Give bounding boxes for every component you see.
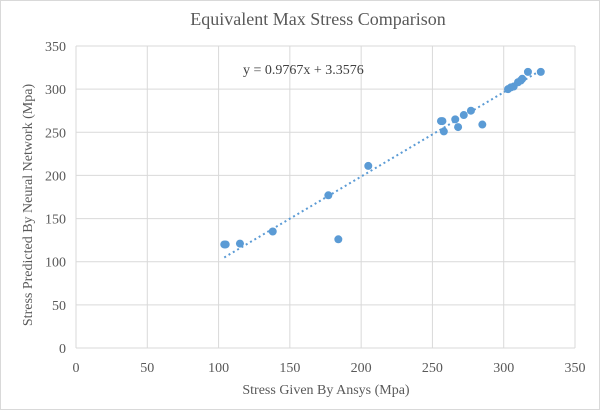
data-point bbox=[438, 117, 447, 126]
data-point bbox=[459, 111, 468, 120]
data-point bbox=[364, 161, 373, 170]
y-tick-label: 350 bbox=[45, 40, 66, 55]
data-points bbox=[220, 67, 545, 249]
gridlines bbox=[75, 45, 576, 349]
x-tick-label: 200 bbox=[351, 361, 372, 376]
x-tick-label: 50 bbox=[140, 361, 154, 376]
data-point bbox=[439, 127, 448, 136]
x-axis-ticks: 0 50 100 150 200 250 300 350 bbox=[73, 361, 586, 376]
x-tick-label: 100 bbox=[208, 361, 229, 376]
trendline-group bbox=[223, 69, 542, 259]
y-tick-label: 300 bbox=[45, 83, 66, 98]
x-tick-label: 300 bbox=[493, 361, 514, 376]
y-axis-ticks: 0 50 100 150 200 250 300 350 bbox=[45, 40, 66, 357]
x-axis-title: Stress Given By Ansys (Mpa) bbox=[242, 383, 410, 398]
trendline bbox=[223, 69, 542, 259]
y-tick-label: 100 bbox=[45, 256, 66, 271]
x-tick-label: 350 bbox=[565, 361, 586, 376]
trendline-equation: y = 0.9767x + 3.3576 bbox=[243, 63, 364, 78]
data-point bbox=[466, 106, 475, 115]
y-tick-label: 200 bbox=[45, 169, 66, 184]
y-tick-label: 250 bbox=[45, 126, 66, 141]
data-point bbox=[523, 67, 532, 76]
chart-title: Equivalent Max Stress Comparison bbox=[190, 9, 445, 29]
x-tick-label: 150 bbox=[279, 361, 300, 376]
y-tick-label: 0 bbox=[59, 342, 66, 357]
y-axis-title: Stress Predicted By Neural Network (Mpa) bbox=[21, 84, 36, 327]
data-point bbox=[536, 67, 545, 76]
data-point bbox=[454, 123, 463, 132]
data-point bbox=[451, 115, 460, 124]
data-point bbox=[268, 227, 277, 236]
y-tick-label: 50 bbox=[52, 299, 66, 314]
x-tick-label: 0 bbox=[73, 361, 80, 376]
data-point bbox=[235, 239, 244, 248]
data-point bbox=[518, 74, 527, 83]
x-tick-label: 250 bbox=[422, 361, 443, 376]
data-point bbox=[334, 235, 343, 244]
data-point bbox=[324, 191, 333, 200]
data-point bbox=[478, 120, 487, 129]
data-point bbox=[221, 240, 230, 249]
y-tick-label: 150 bbox=[45, 213, 66, 228]
